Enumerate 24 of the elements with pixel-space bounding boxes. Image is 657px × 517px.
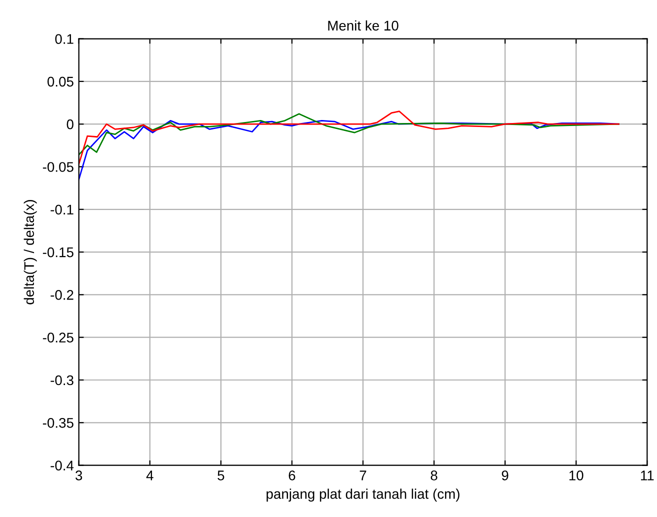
y-tick-label: 0: [66, 119, 74, 130]
y-tick-label: -0.4: [50, 460, 74, 470]
x-tick-label: 10: [569, 470, 584, 480]
y-tick-label: -0.3: [50, 375, 74, 386]
y-tick-label: -0.05: [42, 162, 74, 172]
x-tick-label: 3: [76, 470, 82, 480]
x-axis-title: panjang plat dari tanah liat (cm): [266, 488, 460, 502]
x-tick-label: 7: [360, 470, 366, 480]
y-tick-label: -0.2: [50, 290, 74, 300]
line-series: [78, 110, 620, 165]
chart-title: Menit ke 10: [328, 20, 398, 31]
x-tick-label: 8: [430, 470, 438, 480]
x-tick-label: 9: [502, 470, 508, 480]
y-axis-title: delta(T) / delta(x): [24, 200, 37, 304]
x-tick-label: 11: [640, 470, 654, 480]
x-tick-label: 5: [218, 470, 224, 480]
x-tick-label: 6: [288, 470, 296, 480]
y-tick-label: -0.1: [50, 204, 74, 215]
y-tick-label: -0.15: [42, 247, 74, 258]
y-tick-label: -0.25: [42, 332, 74, 343]
x-tick-label: 4: [146, 470, 154, 480]
y-tick-label: 0.05: [47, 76, 74, 87]
y-tick-label: -0.35: [42, 418, 74, 428]
y-tick-label: 0.1: [55, 34, 74, 44]
